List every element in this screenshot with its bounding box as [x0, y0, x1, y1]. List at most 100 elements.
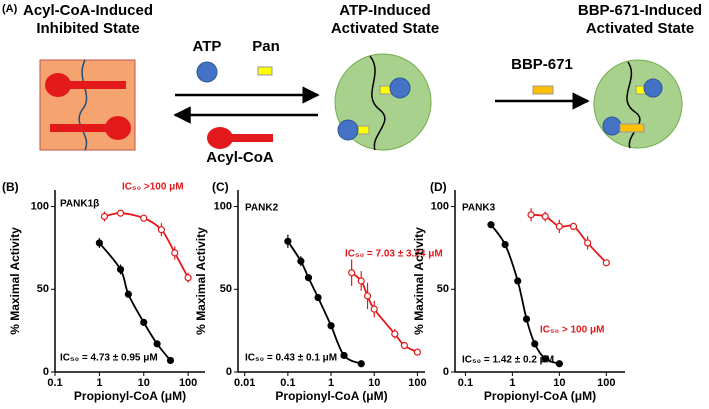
annotation: IC₅₀ >100 μM — [122, 182, 184, 193]
x-tick-label: 0.01 — [234, 377, 255, 389]
y-tick-label: 50 — [437, 283, 449, 295]
data-point — [370, 305, 378, 313]
y-tick-label: 100 — [431, 200, 449, 212]
x-tick-label: 100 — [408, 377, 426, 389]
fit-curve — [530, 213, 607, 264]
y-tick-label: 0 — [443, 366, 449, 378]
y-tick-label: 0 — [43, 366, 49, 378]
state-title: Acyl-CoA-Induced — [23, 2, 153, 19]
data-point — [314, 293, 322, 302]
y-axis-label: % Maximal Activity — [412, 227, 426, 335]
x-tick-label: 0.1 — [280, 377, 295, 389]
data-point — [400, 341, 408, 350]
data-point — [184, 274, 192, 282]
annotation: IC₅₀ > 100 μM — [540, 325, 604, 336]
annotation: IC₅₀ = 1.42 ± 0.2 μM — [462, 355, 554, 366]
data-point — [522, 315, 531, 323]
x-tick-label: 10 — [138, 377, 150, 389]
data-point — [531, 340, 539, 348]
data-point — [340, 351, 348, 360]
activated-protein — [334, 53, 432, 151]
fit-curve — [490, 224, 560, 365]
data-point — [357, 277, 365, 285]
data-point — [527, 211, 535, 219]
atp-label: ATP — [193, 38, 222, 55]
data-point — [602, 259, 610, 267]
data-point — [116, 265, 125, 274]
annotation: IC₅₀ = 4.73 ± 0.95 μM — [60, 353, 158, 364]
data-point — [555, 222, 563, 230]
y-tick-label: 100 — [214, 200, 232, 212]
data-point — [541, 355, 549, 363]
panel-label: (D) — [430, 180, 447, 194]
x-tick-label: 1 — [509, 377, 515, 389]
x-tick-label: 0.1 — [47, 377, 62, 389]
state-title: Inhibited State — [36, 20, 139, 37]
panel-label: (A) — [2, 3, 18, 15]
x-tick-label: 1 — [96, 377, 102, 389]
state-title: Activated State — [331, 20, 439, 37]
x-tick-label: 100 — [179, 377, 197, 389]
panel-label: (B) — [2, 180, 19, 194]
annotation: PANK2 — [245, 203, 279, 214]
annotation: IC₅₀ = 7.03 ± 3.24 μM — [345, 249, 443, 260]
data-point — [284, 237, 292, 245]
annotation: IC₅₀ = 0.43 ± 0.1 μM — [245, 353, 337, 364]
state-title: Activated State — [586, 20, 694, 37]
data-point — [584, 239, 592, 247]
state-title: ATP-Induced — [339, 2, 430, 19]
pan-label: Pan — [252, 38, 280, 55]
inhibited-protein — [39, 59, 136, 151]
y-tick-label: 50 — [220, 283, 232, 295]
data-point — [95, 239, 103, 247]
bbp-protein — [593, 59, 683, 149]
y-axis-label: % Maximal Activity — [194, 227, 208, 335]
data-point — [140, 318, 148, 326]
data-point — [140, 214, 148, 222]
y-tick-label: 50 — [37, 283, 49, 295]
data-point — [413, 348, 421, 356]
data-point — [157, 226, 166, 234]
data-point — [153, 340, 161, 348]
data-point — [297, 257, 305, 265]
annotation: PANK3 — [462, 203, 496, 214]
acyl-coa-icon — [207, 127, 273, 149]
atp-icon — [196, 61, 218, 83]
acyl-coa-label: Acyl-CoA — [206, 149, 274, 166]
data-point — [514, 277, 522, 285]
compound-label: BBP-671 — [511, 56, 573, 73]
data-point — [487, 221, 495, 229]
data-point — [124, 290, 132, 298]
data-point — [569, 222, 578, 230]
y-axis-label: % Maximal Activity — [8, 227, 22, 335]
data-point — [166, 356, 175, 365]
data-point — [171, 249, 179, 257]
data-point — [357, 360, 365, 368]
y-tick-label: 100 — [31, 200, 49, 212]
data-point — [363, 292, 372, 300]
panel-label: (C) — [212, 180, 229, 194]
x-tick-label: 10 — [553, 377, 565, 389]
fit-curve — [104, 212, 189, 279]
x-tick-label: 10 — [368, 377, 380, 389]
data-point — [348, 269, 356, 277]
x-tick-label: 1 — [328, 377, 334, 389]
data-point — [116, 209, 125, 217]
data-point — [100, 212, 109, 221]
compound-icon — [532, 85, 554, 95]
y-tick-label: 0 — [226, 366, 232, 378]
annotation: PANK1β — [60, 199, 99, 210]
data-point — [541, 212, 549, 221]
data-point — [391, 330, 399, 338]
data-point — [501, 241, 509, 249]
data-point — [555, 360, 563, 368]
data-point — [304, 274, 313, 282]
x-tick-label: 0.1 — [458, 377, 473, 389]
pan-icon — [257, 66, 273, 76]
x-axis-label: Propionyl-CoA (μM) — [484, 389, 596, 403]
state-title: BBP-671-Induced — [578, 2, 702, 19]
x-axis-label: Propionyl-CoA (μM) — [275, 389, 387, 403]
x-axis-label: Propionyl-CoA (μM) — [74, 389, 186, 403]
x-tick-label: 100 — [597, 377, 615, 389]
